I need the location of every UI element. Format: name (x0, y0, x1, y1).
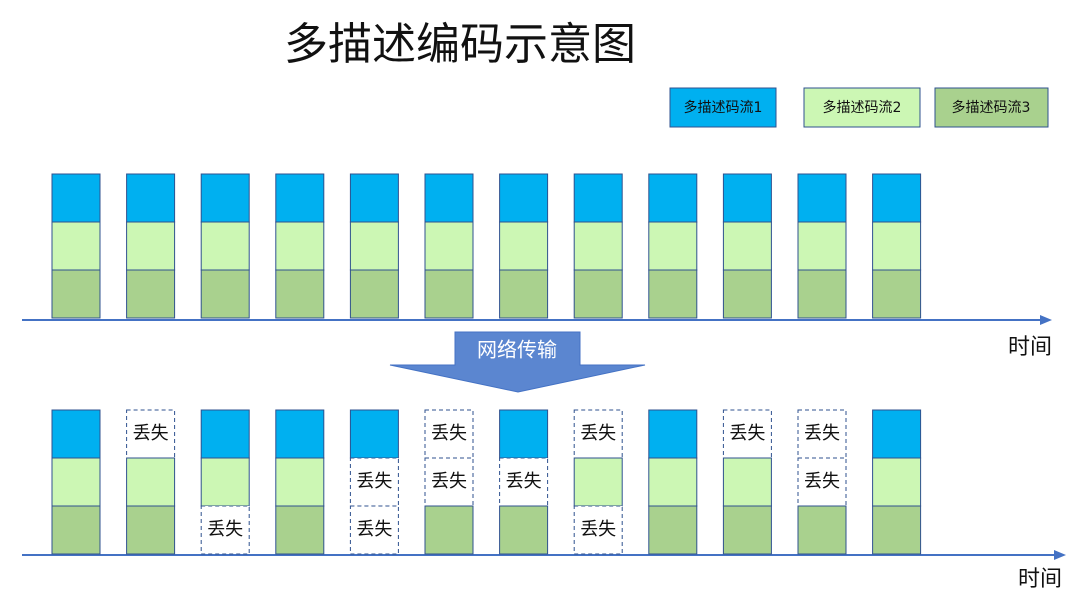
transmission-arrow: 网络传输 (389, 331, 646, 393)
frame-layer (126, 269, 176, 319)
lost-label: 丢失 (431, 423, 467, 444)
legend-swatch (669, 87, 777, 128)
frame-layer (573, 173, 623, 223)
frame-layer (648, 409, 698, 459)
lost-label: 丢失 (580, 519, 616, 540)
axis-arrow (1054, 550, 1066, 560)
lost-layer (573, 505, 623, 555)
legend-label: 多描述码流1 (684, 99, 763, 116)
arrow-label: 网络传输 (477, 338, 557, 362)
frame-layer (200, 173, 250, 223)
frame-layer (722, 221, 772, 271)
frame-layer (51, 173, 101, 223)
lost-layer (200, 505, 250, 555)
frame-layer (126, 221, 176, 271)
legend-label: 多描述码流2 (823, 99, 902, 116)
axis-arrow (1040, 315, 1052, 325)
axis-label: 时间 (1018, 567, 1062, 592)
frame-layer (126, 505, 176, 555)
frame-layer (126, 173, 176, 223)
frame-layer (200, 221, 250, 271)
frame-layer (722, 269, 772, 319)
frame-layer (797, 505, 847, 555)
title: 多描述编码示意图 (284, 19, 636, 70)
lost-label: 丢失 (580, 423, 616, 444)
lost-label: 丢失 (207, 519, 243, 540)
frame-layer (275, 173, 325, 223)
frame-layer (51, 457, 101, 507)
frame-layer (872, 269, 922, 319)
frame-layer (200, 409, 250, 459)
lost-label: 丢失 (356, 471, 392, 492)
frame-layer (797, 221, 847, 271)
frame-layer (126, 457, 176, 507)
lost-layer (573, 409, 623, 459)
frame-layer (648, 505, 698, 555)
frame-layer (424, 173, 474, 223)
frame-layer (51, 221, 101, 271)
frame-layer (275, 457, 325, 507)
lost-label: 丢失 (804, 471, 840, 492)
frame-layer (872, 505, 922, 555)
frame-layer (573, 269, 623, 319)
frame-layer (499, 173, 549, 223)
frame-layer (872, 221, 922, 271)
frame-layer (275, 221, 325, 271)
frame-layer (648, 173, 698, 223)
sent-frames (51, 173, 922, 319)
frame-layer (797, 173, 847, 223)
lost-layer (424, 409, 474, 459)
lost-label: 丢失 (431, 471, 467, 492)
legend: 多描述码流1 多描述码流2 多描述码流3 (669, 87, 1049, 128)
frame-layer (349, 269, 399, 319)
frame-layer (424, 505, 474, 555)
frame-layer (722, 173, 772, 223)
frame-layer (349, 221, 399, 271)
frame-layer (648, 269, 698, 319)
frame-layer (797, 269, 847, 319)
lost-label: 丢失 (729, 423, 765, 444)
frame-layer (499, 409, 549, 459)
frame-layer (499, 269, 549, 319)
frame-layer (648, 457, 698, 507)
frame-layer (648, 221, 698, 271)
frame-layer (51, 269, 101, 319)
lost-label: 丢失 (133, 423, 169, 444)
frame-layer (872, 457, 922, 507)
frame-layer (424, 221, 474, 271)
frame-layer (275, 269, 325, 319)
arrow-shape (389, 331, 646, 393)
frame-layer (872, 409, 922, 459)
lost-layer (126, 409, 176, 459)
frame-layer (872, 173, 922, 223)
frame-layer (573, 457, 623, 507)
frame-layer (200, 457, 250, 507)
lost-label: 丢失 (804, 423, 840, 444)
frame-layer (722, 505, 772, 555)
lost-layer (424, 457, 474, 507)
lost-layer (797, 457, 847, 507)
frame-layer (424, 269, 474, 319)
frame-layer (499, 505, 549, 555)
frame-layer (200, 269, 250, 319)
axis-label: 时间 (1008, 335, 1052, 360)
lost-label: 丢失 (506, 471, 542, 492)
lost-layer (349, 505, 399, 555)
frame-layer (499, 221, 549, 271)
frame-layer (349, 409, 399, 459)
frame-layer (573, 221, 623, 271)
legend-swatch (803, 87, 921, 128)
frame-layer (275, 505, 325, 555)
legend-label: 多描述码流3 (952, 99, 1031, 116)
frame-layer (51, 505, 101, 555)
lost-layer (349, 457, 399, 507)
frame-layer (349, 173, 399, 223)
frame-layer (722, 457, 772, 507)
lost-label: 丢失 (356, 519, 392, 540)
frame-layer (275, 409, 325, 459)
frame-layer (51, 409, 101, 459)
legend-swatch (934, 87, 1049, 128)
